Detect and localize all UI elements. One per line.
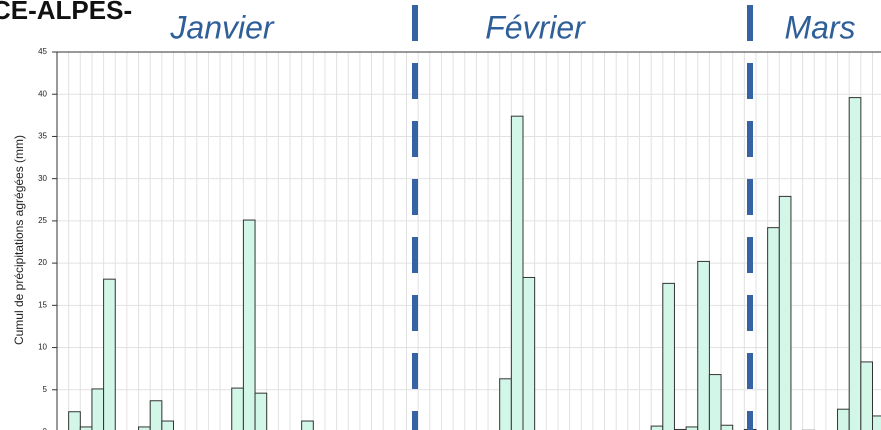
bar	[708, 374, 722, 430]
bar	[872, 415, 881, 430]
month-label: Janvier	[169, 9, 275, 45]
bar	[149, 400, 163, 430]
bar	[778, 195, 792, 430]
y-tick-label: 25	[38, 216, 47, 225]
bar	[720, 424, 734, 430]
bar	[231, 387, 244, 430]
y-tick-label: 30	[38, 174, 47, 183]
y-tick-label: 35	[38, 132, 47, 141]
y-tick-label: 10	[38, 343, 47, 352]
bar	[510, 115, 524, 430]
y-tick-label: 5	[43, 385, 48, 394]
bar	[301, 420, 314, 430]
bar	[848, 97, 862, 430]
bar	[837, 408, 850, 430]
bar	[254, 392, 268, 430]
bar	[860, 361, 873, 430]
bar	[522, 276, 536, 430]
bar	[161, 420, 175, 430]
month-label: Mars	[784, 9, 855, 45]
bar	[697, 260, 710, 430]
bar	[103, 278, 116, 430]
bar	[650, 425, 664, 430]
chart-title: CE-ALPES-	[0, 0, 132, 25]
y-tick-label: 45	[38, 47, 47, 56]
month-label: Février	[485, 9, 586, 45]
y-tick-label: 40	[38, 89, 47, 98]
bar	[662, 282, 675, 430]
bar	[242, 219, 256, 430]
y-tick-label: 20	[38, 258, 47, 267]
bar	[68, 411, 81, 430]
y-tick-label: 15	[38, 300, 47, 309]
y-axis-label: Cumul de précipitations agrégées (mm)	[12, 135, 26, 345]
y-tick-label: 0	[43, 427, 48, 430]
bar	[499, 378, 512, 430]
bar	[91, 388, 105, 430]
bar	[767, 227, 780, 430]
